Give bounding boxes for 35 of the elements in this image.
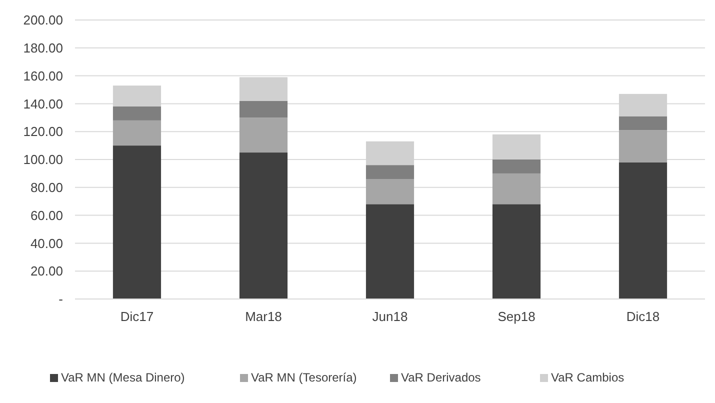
bar — [239, 118, 288, 153]
y-tick-label: 180.00 — [23, 40, 63, 56]
x-tick-label: Jun18 — [372, 309, 408, 324]
y-tick-label: 40.00 — [30, 236, 63, 251]
bar — [492, 173, 541, 204]
legend-label: VaR MN (Mesa Dinero) — [61, 370, 185, 385]
bar — [366, 204, 414, 299]
bar — [239, 152, 288, 299]
y-tick-label: 160.00 — [23, 68, 63, 84]
y-tick-label: - — [58, 292, 63, 307]
y-tick-label: 80.00 — [30, 180, 63, 195]
bar — [492, 160, 541, 174]
legend-label: VaR Cambios — [551, 370, 624, 385]
bar — [492, 204, 541, 299]
bar — [618, 116, 668, 130]
bar — [112, 146, 162, 299]
y-tick-label: 100.00 — [23, 152, 63, 168]
y-tick-label: 60.00 — [30, 208, 63, 223]
x-tick-label: Dic17 — [120, 309, 154, 324]
x-tick-label: Dic18 — [626, 309, 660, 324]
bar — [618, 130, 668, 162]
x-tick-label: Mar18 — [245, 309, 282, 324]
x-tick-label: Sep18 — [498, 309, 536, 324]
y-tick-label: 140.00 — [23, 96, 63, 112]
bar — [366, 165, 414, 180]
legend-label: VaR MN (Tesorería) — [251, 370, 357, 385]
bar — [239, 100, 288, 118]
bar — [112, 106, 162, 120]
y-tick-label: 200.00 — [23, 12, 63, 28]
bar — [366, 179, 414, 204]
bar — [618, 162, 668, 299]
bar — [112, 120, 162, 146]
y-tick-label: 120.00 — [23, 124, 63, 140]
legend-label: VaR Derivados — [401, 370, 481, 385]
y-tick-label: 20.00 — [30, 264, 63, 279]
